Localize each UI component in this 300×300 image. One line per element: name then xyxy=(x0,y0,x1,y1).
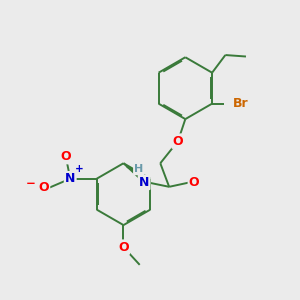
Text: O: O xyxy=(118,241,129,254)
Text: N: N xyxy=(139,176,149,189)
Text: Br: Br xyxy=(233,97,248,110)
Text: −: − xyxy=(26,177,35,190)
Text: O: O xyxy=(173,135,183,148)
Text: O: O xyxy=(38,181,49,194)
Text: H: H xyxy=(134,164,143,174)
Text: +: + xyxy=(75,164,84,174)
Text: N: N xyxy=(65,172,75,185)
Text: O: O xyxy=(189,176,200,189)
Text: O: O xyxy=(61,150,71,163)
